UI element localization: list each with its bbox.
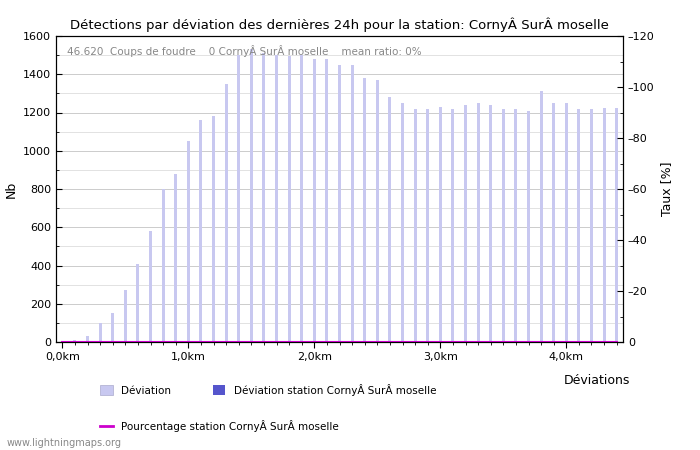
- Bar: [61, 341, 64, 342]
- Y-axis label: Nb: Nb: [4, 180, 18, 198]
- Bar: [111, 313, 114, 342]
- Bar: [414, 108, 416, 342]
- Bar: [578, 108, 580, 342]
- Bar: [338, 65, 341, 342]
- Legend: Pourcentage station CornyÂ SurÂ moselle: Pourcentage station CornyÂ SurÂ moselle: [96, 415, 343, 436]
- Text: Déviations: Déviations: [564, 374, 630, 387]
- Bar: [237, 55, 240, 342]
- Bar: [489, 105, 492, 342]
- Bar: [527, 111, 530, 342]
- Bar: [452, 108, 454, 342]
- Bar: [540, 91, 542, 342]
- Bar: [376, 80, 379, 342]
- Bar: [590, 108, 593, 342]
- Bar: [124, 290, 127, 342]
- Bar: [86, 336, 89, 342]
- Bar: [187, 141, 190, 342]
- Bar: [262, 53, 265, 342]
- Legend: Déviation, Déviation station CornyÂ SurÂ moselle: Déviation, Déviation station CornyÂ SurÂ…: [96, 379, 440, 400]
- Bar: [565, 103, 568, 342]
- Bar: [351, 65, 354, 342]
- Bar: [250, 50, 253, 342]
- Bar: [199, 120, 202, 342]
- Bar: [275, 55, 278, 342]
- Bar: [288, 56, 290, 342]
- Text: www.lightningmaps.org: www.lightningmaps.org: [7, 438, 122, 448]
- Bar: [136, 264, 139, 342]
- Bar: [426, 108, 429, 342]
- Bar: [99, 323, 101, 342]
- Bar: [615, 108, 618, 342]
- Bar: [363, 78, 366, 342]
- Bar: [603, 108, 606, 342]
- Bar: [464, 105, 467, 342]
- Y-axis label: Taux [%]: Taux [%]: [660, 162, 673, 216]
- Bar: [326, 59, 328, 342]
- Bar: [401, 103, 404, 342]
- Bar: [514, 108, 517, 342]
- Bar: [225, 84, 228, 342]
- Bar: [552, 103, 555, 342]
- Text: 46.620  Coups de foudre    0 CornyÂ SurÂ moselle    mean ratio: 0%: 46.620 Coups de foudre 0 CornyÂ SurÂ mos…: [67, 45, 422, 57]
- Bar: [74, 340, 76, 342]
- Bar: [212, 116, 215, 342]
- Bar: [389, 97, 391, 342]
- Title: Détections par déviation des dernières 24h pour la station: CornyÂ SurÂ moselle: Détections par déviation des dernières 2…: [70, 18, 609, 32]
- Bar: [300, 55, 303, 342]
- Bar: [477, 103, 480, 342]
- Bar: [162, 189, 164, 342]
- Bar: [439, 107, 442, 342]
- Bar: [502, 108, 505, 342]
- Bar: [149, 231, 152, 342]
- Bar: [174, 174, 177, 342]
- Bar: [313, 59, 316, 342]
